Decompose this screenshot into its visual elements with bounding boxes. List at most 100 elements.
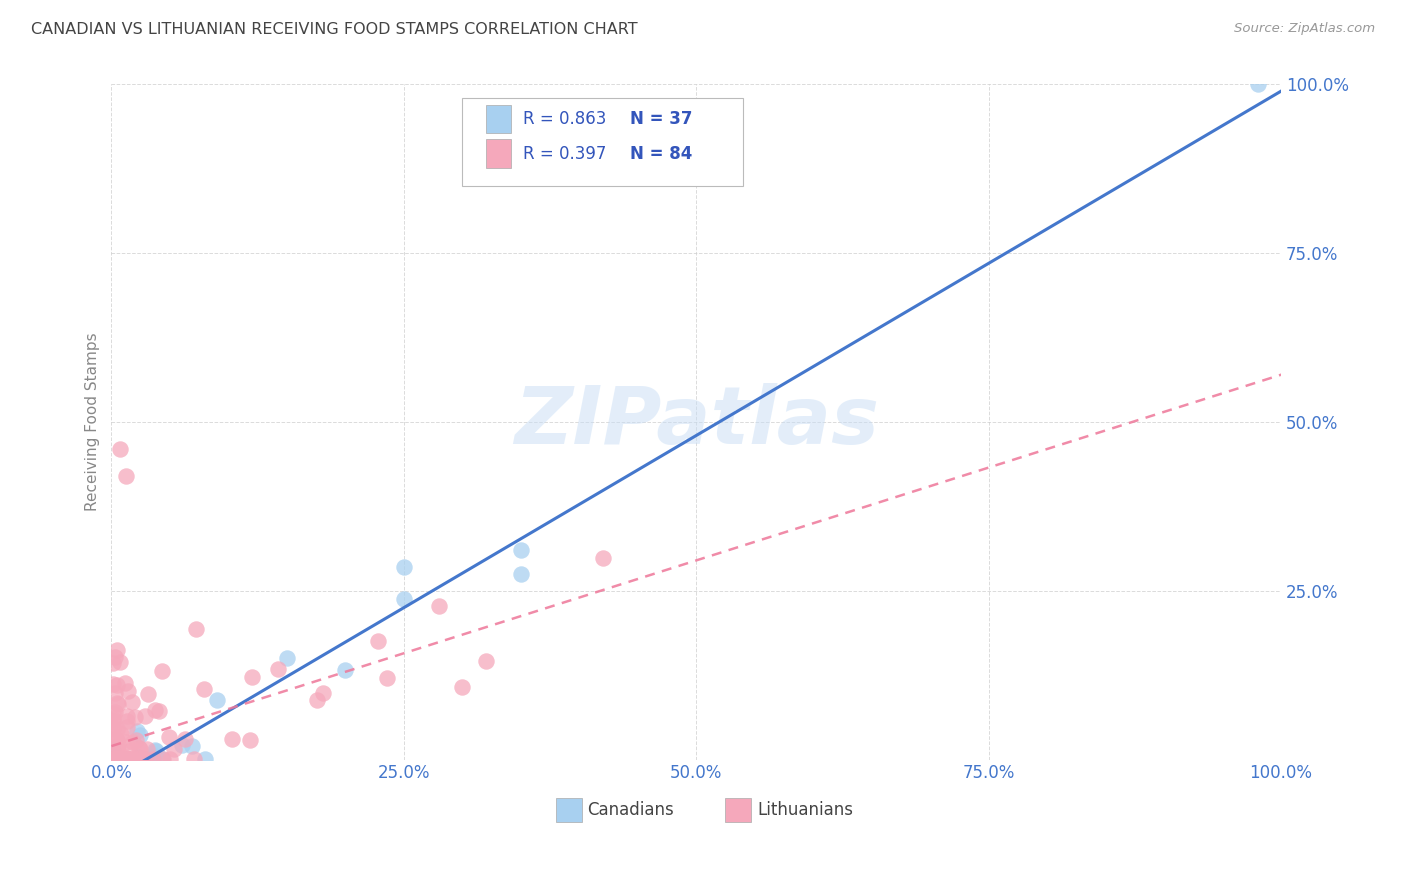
Point bbox=[115, 752, 138, 766]
Point bbox=[173, 732, 195, 747]
Point bbox=[114, 469, 136, 483]
Point bbox=[1246, 78, 1268, 92]
Point bbox=[104, 752, 127, 766]
Point bbox=[131, 752, 153, 766]
Text: ZIPatlas: ZIPatlas bbox=[513, 383, 879, 461]
Point bbox=[101, 743, 124, 757]
Point bbox=[239, 732, 262, 747]
FancyBboxPatch shape bbox=[555, 798, 582, 822]
Text: CANADIAN VS LITHUANIAN RECEIVING FOOD STAMPS CORRELATION CHART: CANADIAN VS LITHUANIAN RECEIVING FOOD ST… bbox=[31, 22, 637, 37]
Point bbox=[112, 752, 135, 766]
Point bbox=[107, 697, 129, 711]
Point bbox=[451, 680, 474, 694]
Point bbox=[136, 687, 159, 701]
Point bbox=[114, 735, 136, 749]
Point bbox=[114, 675, 136, 690]
Point bbox=[104, 686, 127, 700]
Point bbox=[392, 591, 415, 606]
Point bbox=[117, 714, 139, 728]
Point bbox=[110, 752, 132, 766]
Point bbox=[221, 732, 243, 747]
Point bbox=[132, 752, 155, 766]
Point bbox=[110, 752, 132, 766]
Point bbox=[104, 705, 127, 719]
Point bbox=[150, 752, 173, 766]
Point bbox=[104, 752, 127, 766]
Point bbox=[101, 752, 124, 766]
Point bbox=[101, 712, 124, 726]
Point bbox=[170, 739, 193, 753]
Text: R = 0.863: R = 0.863 bbox=[523, 110, 606, 128]
Text: Canadians: Canadians bbox=[588, 801, 673, 819]
Point bbox=[101, 656, 124, 670]
Point bbox=[427, 599, 450, 614]
Y-axis label: Receiving Food Stamps: Receiving Food Stamps bbox=[86, 333, 100, 511]
Point bbox=[205, 693, 228, 707]
FancyBboxPatch shape bbox=[485, 139, 512, 168]
Point bbox=[115, 752, 138, 766]
Point bbox=[101, 728, 124, 742]
Text: Lithuanians: Lithuanians bbox=[756, 801, 853, 819]
Point bbox=[112, 749, 135, 764]
Point bbox=[112, 752, 135, 766]
Point bbox=[163, 742, 186, 756]
Point bbox=[101, 677, 124, 691]
FancyBboxPatch shape bbox=[463, 98, 742, 186]
Point bbox=[114, 752, 136, 766]
Point bbox=[114, 752, 136, 766]
Point bbox=[143, 742, 166, 756]
Point bbox=[107, 643, 129, 657]
Point bbox=[120, 752, 142, 766]
Point bbox=[117, 752, 139, 766]
Point bbox=[101, 752, 124, 766]
Point bbox=[142, 748, 165, 763]
Point bbox=[375, 671, 398, 685]
Point bbox=[145, 744, 167, 758]
Point bbox=[129, 751, 152, 765]
Point bbox=[183, 752, 205, 766]
Point bbox=[107, 752, 129, 766]
Point bbox=[194, 752, 217, 766]
Point bbox=[307, 692, 329, 706]
Point bbox=[180, 739, 202, 753]
Point bbox=[110, 726, 132, 740]
Point bbox=[335, 663, 357, 677]
Point bbox=[117, 720, 139, 734]
Point bbox=[124, 710, 146, 724]
Point bbox=[105, 696, 128, 710]
Point bbox=[509, 566, 531, 581]
Point bbox=[509, 543, 531, 558]
Point bbox=[474, 654, 496, 668]
Point bbox=[392, 560, 415, 574]
Point bbox=[107, 752, 129, 766]
Point bbox=[159, 752, 181, 766]
Point bbox=[312, 685, 335, 699]
Point bbox=[135, 752, 157, 766]
Point bbox=[240, 670, 263, 684]
Point bbox=[103, 752, 125, 766]
Point bbox=[101, 745, 124, 759]
Point bbox=[118, 743, 141, 757]
Point bbox=[117, 709, 139, 723]
Point bbox=[108, 442, 131, 456]
Point bbox=[105, 740, 128, 755]
Point bbox=[121, 695, 143, 709]
Point bbox=[105, 732, 128, 747]
Point bbox=[193, 681, 215, 696]
Text: Source: ZipAtlas.com: Source: ZipAtlas.com bbox=[1234, 22, 1375, 36]
Point bbox=[115, 752, 138, 766]
Point bbox=[125, 723, 148, 738]
Point bbox=[107, 739, 129, 753]
Point bbox=[128, 741, 150, 756]
Point bbox=[118, 752, 141, 766]
Point bbox=[104, 752, 127, 766]
Point bbox=[129, 742, 152, 756]
Point bbox=[125, 733, 148, 747]
FancyBboxPatch shape bbox=[485, 104, 512, 133]
Text: N = 84: N = 84 bbox=[630, 145, 692, 162]
Point bbox=[118, 752, 141, 766]
Text: R = 0.397: R = 0.397 bbox=[523, 145, 606, 162]
Point bbox=[135, 752, 157, 766]
Point bbox=[134, 708, 156, 723]
Point bbox=[122, 735, 145, 749]
